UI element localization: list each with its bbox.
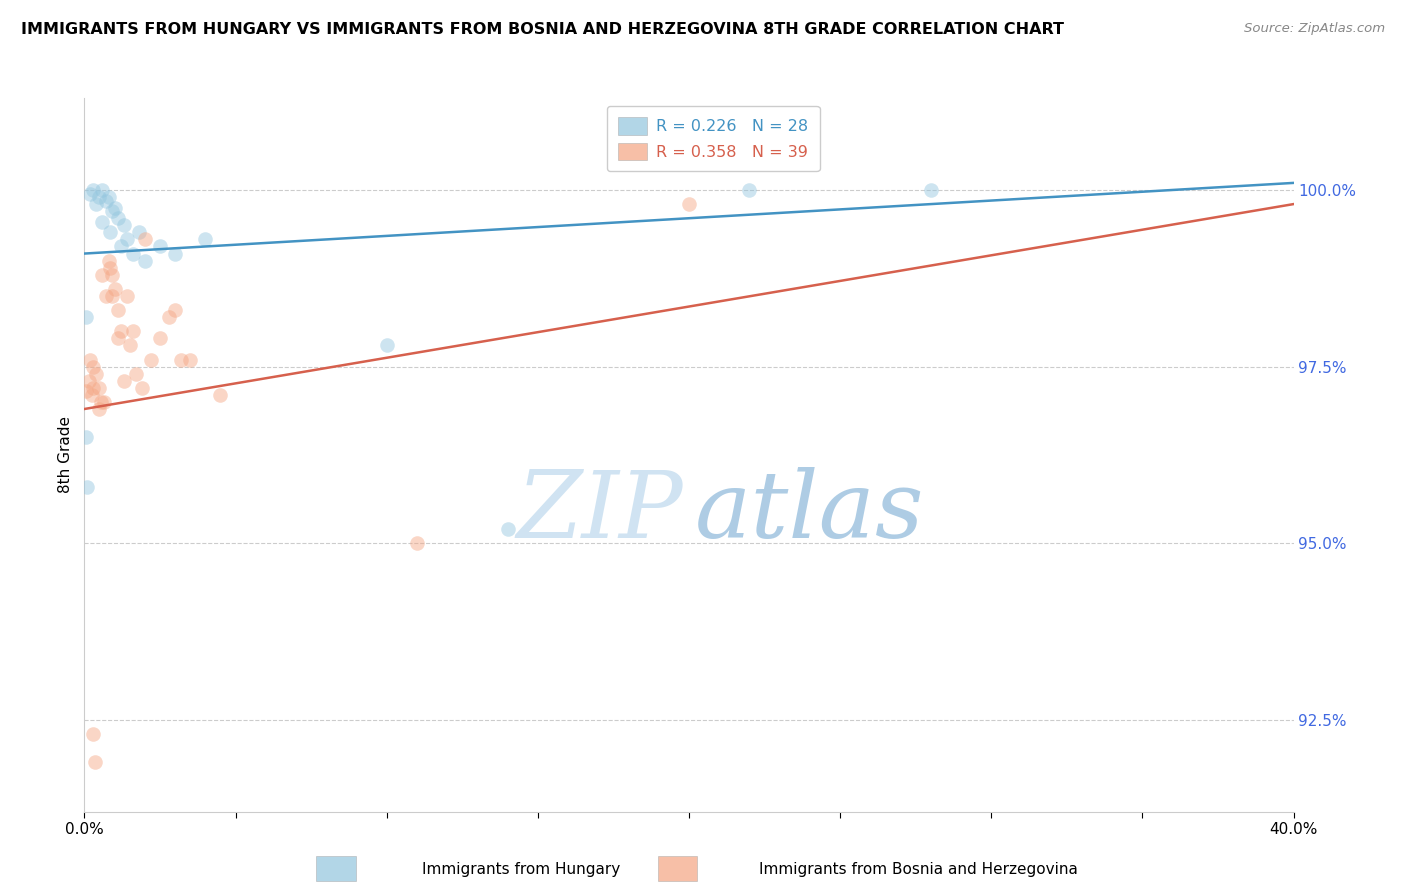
- Point: [82, 381, 104, 395]
- Point: [75, 310, 97, 325]
- Point: [134, 232, 156, 246]
- Point: [115, 289, 138, 303]
- Text: atlas: atlas: [695, 467, 925, 557]
- Point: [98, 225, 121, 239]
- Point: [90, 395, 112, 409]
- Text: Immigrants from Hungary: Immigrants from Hungary: [422, 863, 620, 877]
- Point: [496, 522, 519, 536]
- Point: [77, 374, 100, 388]
- Text: IMMIGRANTS FROM HUNGARY VS IMMIGRANTS FROM BOSNIA AND HERZEGOVINA 8TH GRADE CORR: IMMIGRANTS FROM HUNGARY VS IMMIGRANTS FR…: [21, 22, 1064, 37]
- Point: [100, 289, 122, 303]
- Point: [93, 395, 115, 409]
- Point: [179, 352, 201, 367]
- Point: [86, 197, 108, 211]
- Y-axis label: 8th Grade: 8th Grade: [58, 417, 73, 493]
- Point: [375, 338, 398, 352]
- Point: [209, 388, 232, 402]
- Point: [157, 310, 180, 325]
- Point: [79, 352, 101, 367]
- Point: [94, 194, 117, 208]
- Point: [121, 324, 143, 338]
- Point: [76, 480, 98, 494]
- Point: [115, 232, 138, 246]
- Point: [98, 260, 121, 275]
- Point: [134, 253, 156, 268]
- Point: [194, 232, 217, 246]
- Point: [100, 204, 122, 219]
- Point: [107, 211, 129, 226]
- Point: [80, 388, 103, 402]
- Point: [165, 246, 187, 260]
- Point: [104, 282, 127, 296]
- Point: [170, 352, 193, 367]
- Point: [82, 183, 104, 197]
- Point: [110, 324, 132, 338]
- Point: [97, 190, 120, 204]
- Point: [89, 381, 111, 395]
- Point: [91, 268, 114, 282]
- Point: [75, 384, 97, 399]
- Point: [84, 756, 107, 770]
- Point: [100, 268, 122, 282]
- Point: [91, 183, 114, 197]
- Point: [79, 186, 101, 201]
- Point: [678, 197, 700, 211]
- Point: [131, 381, 153, 395]
- Point: [118, 338, 141, 352]
- Text: Immigrants from Bosnia and Herzegovina: Immigrants from Bosnia and Herzegovina: [759, 863, 1078, 877]
- Point: [406, 536, 429, 550]
- Point: [112, 374, 135, 388]
- Point: [149, 239, 172, 253]
- Point: [110, 239, 132, 253]
- Point: [121, 246, 143, 260]
- Legend: R = 0.226   N = 28, R = 0.358   N = 39: R = 0.226 N = 28, R = 0.358 N = 39: [607, 106, 820, 171]
- Point: [165, 303, 187, 318]
- Point: [112, 219, 135, 233]
- Text: ZIP: ZIP: [516, 467, 683, 557]
- Point: [107, 331, 129, 345]
- Point: [149, 331, 172, 345]
- Point: [107, 303, 129, 318]
- Point: [82, 727, 104, 741]
- Point: [104, 201, 127, 215]
- Point: [128, 225, 150, 239]
- Point: [86, 367, 108, 381]
- Point: [75, 430, 97, 444]
- Point: [125, 367, 148, 381]
- Point: [91, 215, 114, 229]
- Point: [89, 190, 111, 204]
- Point: [738, 183, 761, 197]
- Text: Source: ZipAtlas.com: Source: ZipAtlas.com: [1244, 22, 1385, 36]
- Point: [139, 352, 162, 367]
- Point: [82, 359, 104, 374]
- Point: [97, 253, 120, 268]
- Point: [920, 183, 942, 197]
- Point: [94, 289, 117, 303]
- Point: [89, 402, 111, 417]
